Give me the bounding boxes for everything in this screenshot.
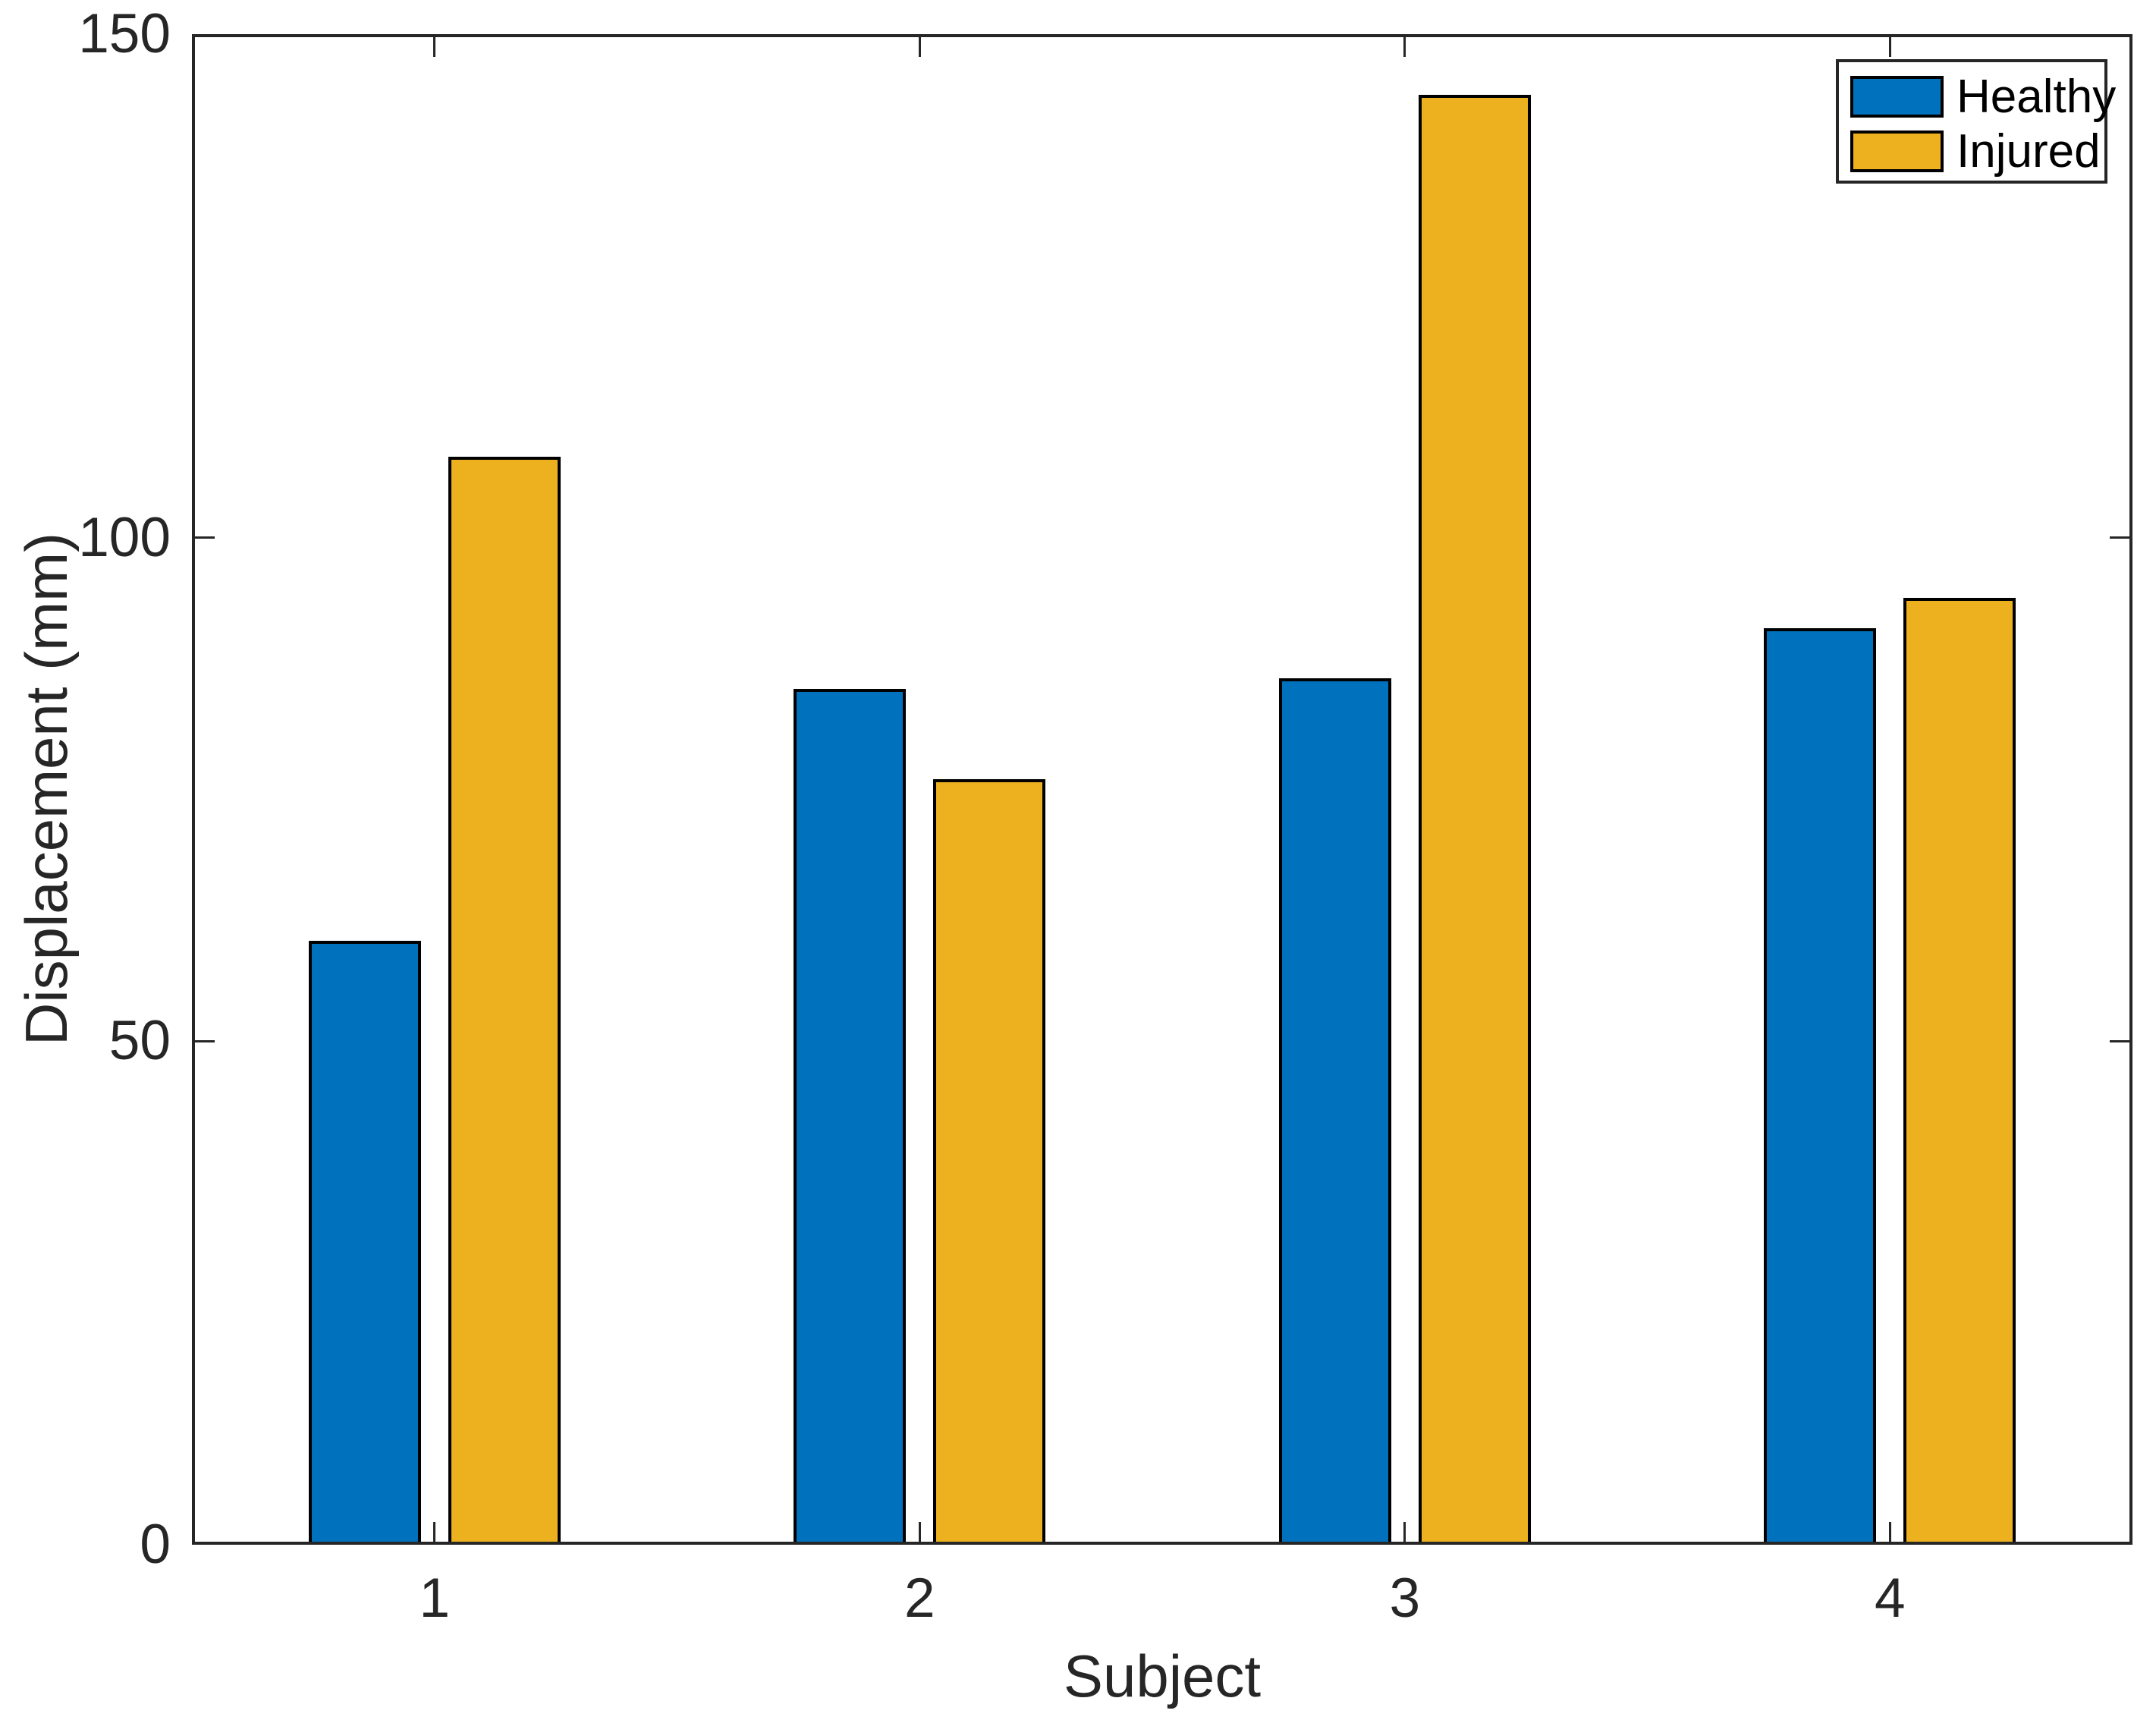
plot-area (192, 34, 2132, 1545)
legend: Healthy Injured (1836, 59, 2116, 184)
y-tick (195, 1039, 215, 1042)
x-tick-label: 2 (904, 1567, 935, 1629)
legend-label-injured: Injured (1956, 124, 2101, 178)
x-axis-label: Subject (1063, 1643, 1262, 1709)
x-tick-mirror (1888, 37, 1891, 57)
y-tick (195, 1543, 215, 1545)
x-tick-mirror (918, 37, 921, 57)
bar-injured-subject-2 (933, 779, 1045, 1545)
y-tick-mirror (2110, 34, 2129, 36)
y-tick-label: 100 (78, 506, 171, 568)
legend-swatch-healthy (1850, 75, 1944, 118)
y-tick-label: 50 (108, 1010, 171, 1072)
x-tick-label: 1 (419, 1567, 451, 1629)
y-tick-mirror (2110, 536, 2129, 539)
legend-swatch-injured (1850, 130, 1944, 172)
y-axis-label: Displacement (mm) (13, 532, 80, 1046)
y-tick (195, 536, 215, 539)
x-tick-label: 3 (1389, 1567, 1421, 1629)
legend-label-healthy: Healthy (1956, 70, 2117, 123)
x-tick (433, 1522, 436, 1542)
bar-injured-subject-4 (1903, 598, 2016, 1545)
bar-healthy-subject-3 (1279, 678, 1391, 1545)
x-tick-mirror (433, 37, 436, 57)
x-tick (918, 1522, 921, 1542)
legend-entry-healthy: Healthy (1850, 71, 2116, 123)
legend-entry-injured: Injured (1850, 124, 2104, 178)
bar-healthy-subject-1 (309, 941, 421, 1545)
bar-injured-subject-3 (1419, 95, 1531, 1545)
y-tick-mirror (2110, 1543, 2129, 1545)
x-tick-label: 4 (1874, 1567, 1906, 1629)
x-tick (1403, 1522, 1406, 1542)
bar-healthy-subject-4 (1764, 628, 1876, 1545)
x-tick-mirror (1403, 37, 1406, 57)
y-tick-label: 150 (78, 3, 171, 64)
y-tick-mirror (2110, 1039, 2129, 1042)
y-tick (195, 34, 215, 36)
bar-healthy-subject-2 (794, 689, 906, 1545)
bar-injured-subject-1 (448, 457, 561, 1545)
y-tick-label: 0 (140, 1514, 171, 1575)
x-tick (1888, 1522, 1891, 1542)
